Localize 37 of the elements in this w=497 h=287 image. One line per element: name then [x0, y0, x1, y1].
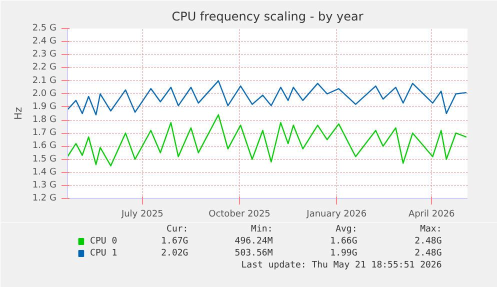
chart-title: CPU frequency scaling - by year	[172, 10, 364, 24]
x-tick-label: July 2025	[120, 210, 164, 220]
text: 503.56M	[234, 248, 274, 258]
text: 2.48G	[414, 248, 442, 258]
text: 2.48G	[414, 236, 442, 246]
y-tick-label: 1.6 G	[32, 141, 57, 152]
text: 496.24M	[234, 236, 274, 246]
y-tick-label: 1.5 G	[32, 154, 57, 164]
y-tick-label: 1.4 G	[32, 167, 57, 178]
text: Min:	[251, 224, 273, 234]
y-tick-label: 2.4 G	[32, 36, 57, 47]
y-tick-label: 2.5 G	[32, 24, 57, 34]
y-tick-label: 2.3 G	[32, 50, 57, 60]
text: Last update: Thu May 21 18:55:51 2026	[241, 260, 442, 270]
text: Cur:	[166, 224, 188, 234]
y-tick-label: 1.2 G	[32, 194, 57, 204]
line-series	[68, 80, 468, 116]
text: Max:	[420, 224, 442, 234]
y-tick-label: 1.7 G	[32, 128, 57, 138]
y-tick-label: 2.1 G	[32, 76, 57, 86]
x-tick-label: October 2025	[208, 210, 270, 220]
line-series	[68, 114, 468, 166]
text: 1.66G	[330, 236, 358, 246]
y-axis-title: Hz	[13, 107, 24, 120]
y-tick-label: 2.2 G	[32, 62, 57, 73]
y-tick-label: 1.8 G	[32, 115, 57, 126]
y-tick-label: 1.9 G	[32, 102, 57, 112]
text: Avg:	[336, 224, 358, 234]
text: 2.02G	[161, 248, 188, 258]
y-tick-label: 1.3 G	[32, 180, 57, 190]
legend-label: CPU 0	[90, 236, 118, 246]
y-tick-label: 2.0 G	[32, 88, 57, 99]
x-tick-label: April 2026	[408, 210, 456, 220]
text: 1.67G	[161, 236, 188, 246]
text: 1.99G	[330, 248, 358, 258]
legend-label: CPU 1	[90, 248, 118, 258]
x-tick-label: January 2026	[306, 210, 367, 220]
